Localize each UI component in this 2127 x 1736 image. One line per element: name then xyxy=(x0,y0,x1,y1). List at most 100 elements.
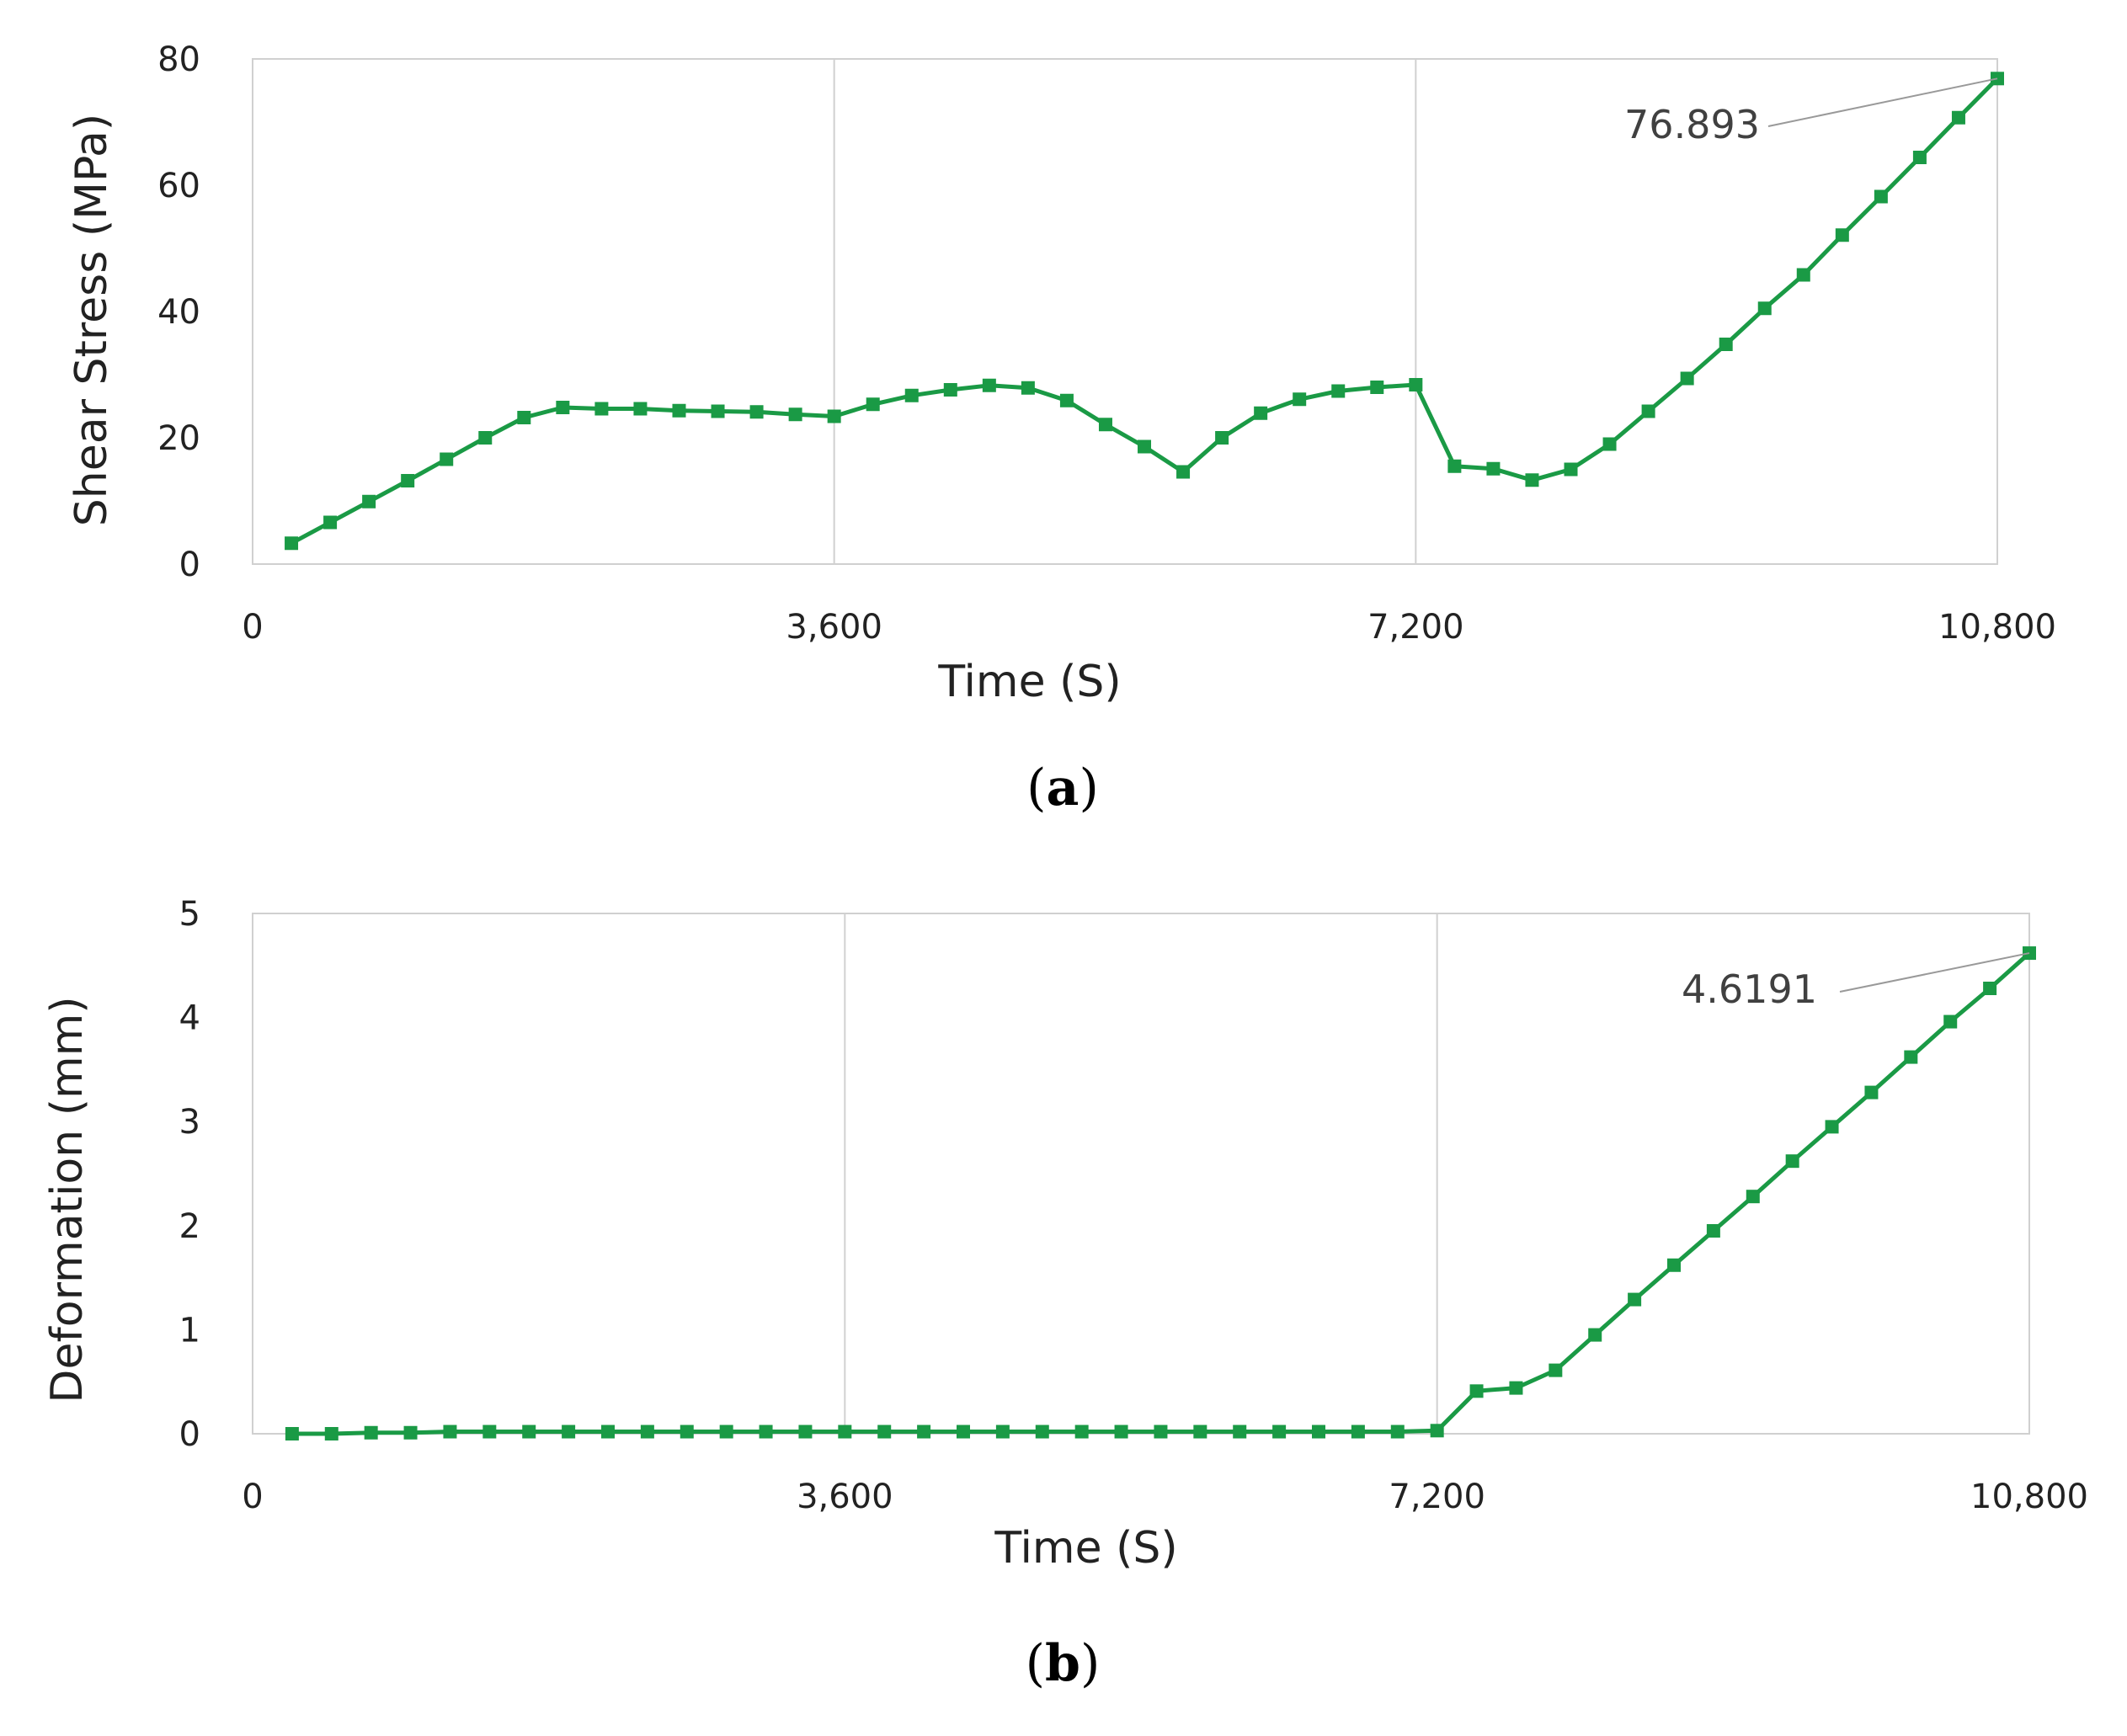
data-point xyxy=(1602,437,1617,451)
data-point xyxy=(1331,384,1346,398)
y-tick-label: 1 xyxy=(179,1311,200,1350)
data-point xyxy=(1796,268,1810,282)
y-tick-label: 40 xyxy=(157,293,200,332)
data-point xyxy=(1035,1424,1049,1439)
data-point xyxy=(1176,465,1191,479)
data-point xyxy=(995,1424,1010,1439)
data-point xyxy=(1098,418,1112,432)
data-point xyxy=(672,403,686,418)
data-point xyxy=(917,1424,931,1439)
data-point xyxy=(1680,371,1694,386)
data-point xyxy=(1390,1424,1405,1439)
data-point xyxy=(798,1424,813,1439)
data-point xyxy=(1351,1424,1365,1439)
data-point xyxy=(1312,1424,1325,1439)
data-point xyxy=(904,388,919,402)
data-point xyxy=(1667,1258,1681,1272)
y-axis-title: Deformation (mm) xyxy=(42,996,93,1403)
data-point xyxy=(285,536,299,551)
panel-label: (b) xyxy=(1026,1634,1101,1693)
chart-shear-stress: Time (S) Shear Stress (MPa) (a) 0 20 40 60 8… xyxy=(67,40,2056,817)
data-point xyxy=(403,1425,418,1440)
panel-label-letter: b xyxy=(1045,1634,1080,1693)
data-point xyxy=(1233,1424,1247,1439)
y-tick-label: 0 xyxy=(179,546,200,584)
data-point xyxy=(1912,151,1927,164)
data-point xyxy=(957,1424,970,1439)
series-line xyxy=(291,951,2031,1436)
data-point xyxy=(1641,404,1655,418)
data-point xyxy=(401,474,415,487)
data-point xyxy=(1138,439,1152,454)
series-line xyxy=(290,77,1999,546)
data-point xyxy=(443,1424,457,1439)
y-tick-label: 4 xyxy=(179,999,200,1038)
data-point xyxy=(719,1424,733,1439)
data-point xyxy=(640,1424,654,1439)
data-point xyxy=(1370,381,1384,394)
x-axis-title: Time (S) xyxy=(937,657,1121,707)
y-tick-label: 0 xyxy=(179,1415,200,1454)
data-point xyxy=(1486,461,1501,476)
data-point xyxy=(633,402,648,416)
annotation-leader xyxy=(1839,952,2030,993)
data-point xyxy=(1193,1424,1207,1439)
data-point xyxy=(1215,431,1229,445)
data-point xyxy=(1864,1085,1879,1100)
y-tick-label: 3 xyxy=(179,1103,200,1142)
y-axis-title: Shear Stress (MPa) xyxy=(67,114,117,526)
data-point xyxy=(1447,459,1462,473)
data-point xyxy=(323,515,338,530)
data-point xyxy=(1951,110,1965,125)
data-point xyxy=(680,1424,694,1439)
data-point xyxy=(1059,393,1074,407)
data-point xyxy=(594,402,609,416)
x-tick-label: 7,200 xyxy=(1367,608,1464,647)
data-point xyxy=(1409,378,1423,391)
data-point xyxy=(1943,1014,1958,1029)
x-tick-label: 0 xyxy=(242,1478,263,1516)
data-point xyxy=(440,452,454,466)
data-point xyxy=(522,1424,536,1439)
data-point xyxy=(1757,301,1772,316)
data-point xyxy=(1746,1190,1760,1204)
data-point xyxy=(562,1424,576,1439)
data-point xyxy=(1785,1154,1799,1169)
data-point xyxy=(1719,338,1733,351)
data-point xyxy=(364,1425,378,1440)
data-point xyxy=(1254,406,1268,420)
x-tick-label: 3,600 xyxy=(797,1478,893,1516)
data-point xyxy=(517,411,531,424)
data-point xyxy=(1874,189,1888,204)
y-tick-label: 80 xyxy=(157,40,200,79)
data-point xyxy=(1293,392,1307,407)
panel-label-letter: a xyxy=(1047,759,1079,817)
y-tick-label: 2 xyxy=(179,1207,200,1246)
data-point xyxy=(759,1424,773,1439)
data-point xyxy=(1706,1223,1720,1238)
data-point xyxy=(1114,1424,1128,1439)
annotation-leader xyxy=(1767,77,1998,127)
data-point xyxy=(1272,1424,1287,1439)
data-point xyxy=(1835,228,1849,242)
data-point xyxy=(1904,1050,1918,1064)
data-point xyxy=(749,405,764,419)
x-tick-label: 10,800 xyxy=(1938,608,2056,647)
panel-label: (a) xyxy=(1026,759,1099,817)
data-point xyxy=(1825,1120,1839,1134)
data-point xyxy=(1469,1384,1484,1398)
x-tick-label: 7,200 xyxy=(1389,1478,1485,1516)
x-axis-title: Time (S) xyxy=(994,1523,1177,1574)
data-point xyxy=(1983,981,1997,995)
data-point xyxy=(285,1427,299,1440)
x-tick-label: 10,800 xyxy=(1970,1478,2088,1516)
data-point xyxy=(482,1424,497,1439)
data-point xyxy=(1525,473,1539,487)
annotation-label: 76.893 xyxy=(1624,102,1760,147)
data-point xyxy=(788,407,802,422)
plot-frame xyxy=(252,58,1998,565)
x-tick-label: 3,600 xyxy=(786,608,882,647)
data-point xyxy=(1588,1328,1602,1342)
data-point xyxy=(1074,1424,1089,1439)
data-point xyxy=(982,378,996,392)
